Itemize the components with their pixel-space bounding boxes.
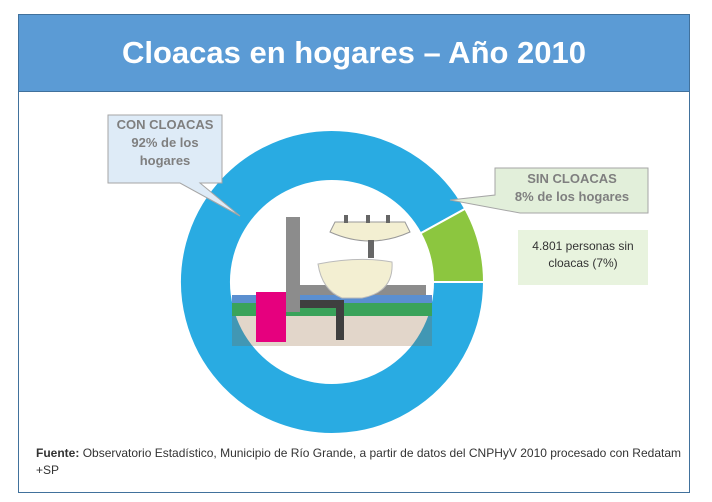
content-frame — [18, 92, 690, 493]
note-box — [518, 230, 648, 285]
illustration — [232, 215, 432, 346]
source-text: Observatorio Estadístico, Municipio de R… — [36, 446, 681, 477]
callout-title: SIN CLOACAS — [527, 171, 617, 186]
source-label: Fuente: — [36, 446, 80, 460]
callout-box — [107, 114, 241, 217]
callout-box — [449, 167, 649, 214]
callout: CON CLOACAS 92% de los hogares — [109, 116, 221, 170]
donut-slice — [179, 129, 486, 435]
callout-value: 92% de los hogares — [131, 135, 199, 168]
callout: SIN CLOACAS 8% de los hogares — [496, 170, 648, 206]
donut-slice — [419, 207, 486, 283]
callout-title: CON CLOACAS — [116, 117, 214, 132]
donut — [179, 129, 486, 435]
callout-value: 8% de los hogares — [514, 189, 630, 204]
chart-title: Cloacas en hogares – Año 2010 — [18, 14, 690, 92]
annotation: 4.801 personas sin cloacas (7%) — [532, 239, 634, 270]
source: Fuente: Observatorio Estadístico, Munici… — [36, 445, 686, 479]
